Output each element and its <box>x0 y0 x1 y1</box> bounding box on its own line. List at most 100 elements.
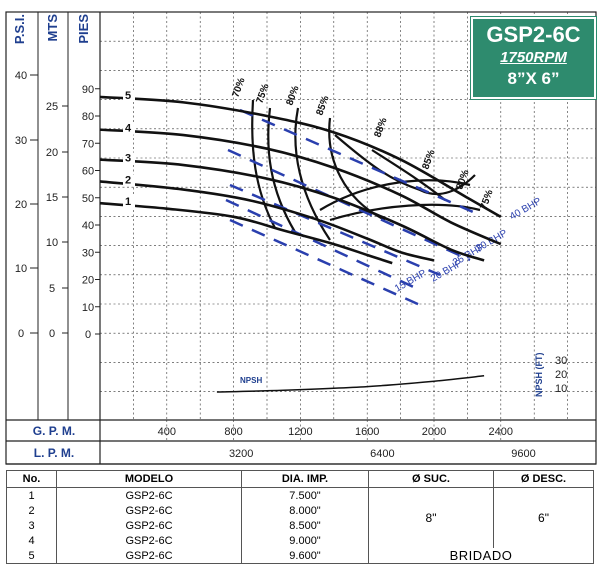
pies-tick-label: 0 <box>85 329 91 341</box>
mts-axis-title: MTS <box>45 14 60 42</box>
table-row: 4 GSP2-6C 9.000" <box>6 533 594 548</box>
table-row: 5 GSP2-6C 9.600" BRIDADO <box>6 548 594 564</box>
pies-tick-label: 20 <box>82 275 94 287</box>
model-title: GSP2-6C <box>486 22 581 47</box>
cell-modelo: GSP2-6C <box>56 503 242 518</box>
head-curve-4 <box>99 128 502 246</box>
lpm-tick-label: 9600 <box>511 448 535 460</box>
cell-dia: 9.000" <box>241 533 369 548</box>
mts-tick-label: 10 <box>46 237 58 249</box>
table-row: 3 GSP2-6C 8.500" <box>6 518 594 533</box>
bhp-line <box>229 218 421 307</box>
lpm-axis-title: L. P. M. <box>34 446 74 460</box>
curve-label-bg <box>123 89 135 102</box>
gpm-axis-title: G. P. M. <box>33 424 75 438</box>
gpm-tick-label: 1600 <box>355 426 379 438</box>
cell-no: 3 <box>6 518 57 533</box>
cell-no: 4 <box>6 533 57 548</box>
mts-tick-label: 0 <box>49 328 55 340</box>
curve-number-label: 1 <box>125 196 131 208</box>
npsh-curve-label: NPSH <box>240 376 262 385</box>
axis-labels: P.S.I. MTS PIES403020100252015105090807060… <box>12 14 567 460</box>
mts-tick-label: 15 <box>46 192 58 204</box>
cell-modelo: GSP2-6C <box>56 518 242 533</box>
bhp-line <box>227 148 471 262</box>
npsh-tick-label: 20 <box>555 369 567 381</box>
size-label: 8”X 6” <box>507 69 560 88</box>
psi-tick-label: 0 <box>18 328 24 340</box>
model-spec-table: No. MODELO DIA. IMP. Ø SUC. Ø DESC. 1 GS… <box>6 470 594 564</box>
col-header-modelo: MODELO <box>56 470 242 488</box>
pies-tick-label: 30 <box>82 247 94 259</box>
efficiency-label: 80% <box>284 84 301 107</box>
psi-tick-label: 40 <box>15 70 27 82</box>
gpm-tick-label: 400 <box>158 426 176 438</box>
pies-tick-label: 90 <box>82 84 94 96</box>
curve-number-label: 2 <box>125 174 131 186</box>
cell-dia: 8.000" <box>241 503 369 518</box>
curve-label-bg <box>123 152 135 165</box>
npsh-tick-label: 10 <box>555 383 567 395</box>
cell-no: 5 <box>6 548 57 564</box>
curve-label-bg <box>123 196 135 209</box>
psi-tick-label: 20 <box>15 199 27 211</box>
head-curves: 5 4 3 2 1 NPSH <box>99 89 502 393</box>
col-header-desc: Ø DESC. <box>493 470 594 488</box>
bhp-label: 20 BHP <box>429 258 465 285</box>
gpm-tick-label: 800 <box>224 426 242 438</box>
curve-number-label: 4 <box>125 123 132 135</box>
head-curve-1 <box>99 201 393 265</box>
bhp-label: 40 BHP <box>508 196 544 223</box>
cell-modelo: GSP2-6C <box>56 533 242 548</box>
curve-label-bg <box>123 122 135 135</box>
table-header-row: No. MODELO DIA. IMP. Ø SUC. Ø DESC. <box>6 470 594 488</box>
cell-no: 1 <box>6 487 57 503</box>
efficiency-label: 70% <box>230 76 247 99</box>
gpm-tick-label: 2000 <box>422 426 446 438</box>
model-header-box: GSP2-6C 1750RPM 8”X 6” <box>470 16 597 100</box>
pies-tick-label: 10 <box>82 302 94 314</box>
cell-dia: 7.500" <box>241 487 369 503</box>
bhp-line <box>239 108 481 217</box>
head-curve-3 <box>99 158 485 262</box>
pies-tick-label: 50 <box>82 193 94 205</box>
efficiency-label: 85% <box>314 94 331 117</box>
mts-tick-label: 25 <box>46 101 58 113</box>
cell-dia: 9.600" <box>241 548 369 564</box>
col-header-suc: Ø SUC. <box>368 470 494 488</box>
psi-tick-label: 30 <box>15 135 27 147</box>
cell-suc: 8" <box>368 487 494 548</box>
psi-tick-label: 10 <box>15 263 27 275</box>
cell-modelo: GSP2-6C <box>56 548 242 564</box>
gpm-tick-label: 1200 <box>288 426 312 438</box>
pies-tick-label: 70 <box>82 138 94 150</box>
npsh-tick-label: 30 <box>555 355 567 367</box>
lpm-tick-label: 6400 <box>370 448 394 460</box>
cell-modelo: GSP2-6C <box>56 487 242 503</box>
cell-no: 2 <box>6 503 57 518</box>
efficiency-label: 85% <box>420 148 437 171</box>
table-row: 1 GSP2-6C 7.500" 8" 6" <box>6 487 594 548</box>
lpm-tick-label: 3200 <box>229 448 253 460</box>
curve-label-bg <box>123 174 135 187</box>
bhp-line <box>225 198 421 292</box>
mts-tick-label: 20 <box>46 147 58 159</box>
efficiency-curve <box>334 134 476 195</box>
rpm-label: 1750RPM <box>500 49 567 66</box>
cell-desc: 6" <box>493 487 594 548</box>
efficiency-label: 88% <box>372 116 389 139</box>
efficiency-label: 75% <box>254 82 271 105</box>
psi-axis-title: P.S.I. <box>12 14 27 44</box>
bhp-label: 15 BHP <box>393 268 429 295</box>
cell-bridado: BRIDADO <box>368 548 594 564</box>
curve-number-label: 5 <box>125 90 131 102</box>
gpm-tick-label: 2400 <box>489 426 513 438</box>
curve-number-label: 3 <box>125 153 131 165</box>
col-header-dia: DIA. IMP. <box>241 470 369 488</box>
table-row: 2 GSP2-6C 8.000" <box>6 503 594 518</box>
cell-dia: 8.500" <box>241 518 369 533</box>
head-curve-5 <box>99 95 502 218</box>
head-curve-2 <box>99 180 435 262</box>
pies-tick-label: 40 <box>82 220 94 232</box>
npsh-curve <box>216 375 485 393</box>
